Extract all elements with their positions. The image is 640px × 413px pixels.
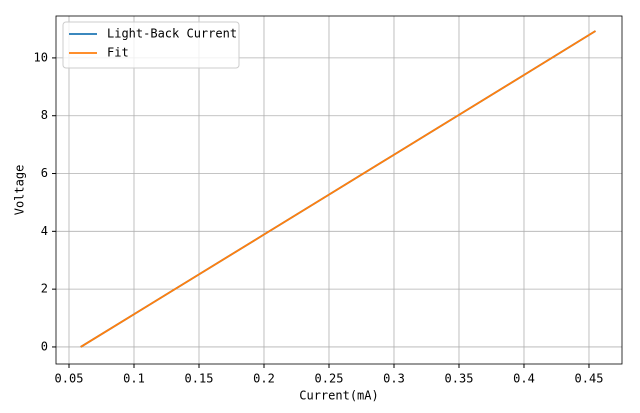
x-tick-label: 0.4	[513, 372, 535, 386]
legend-label: Fit	[107, 46, 129, 60]
legend-box	[62, 21, 240, 69]
line-series	[80, 30, 596, 348]
y-tick-label: 0	[41, 339, 48, 353]
x-tick-label: 0.05	[55, 372, 84, 386]
x-tick-label: 0.35	[445, 372, 474, 386]
x-tick-label: 0.45	[575, 372, 604, 386]
y-tick-label: 6	[41, 166, 48, 180]
y-tick-label: 2	[41, 282, 48, 296]
y-axis-label: Voltage	[13, 165, 27, 216]
y-tick-label: 8	[41, 108, 48, 122]
x-tick-label: 0.25	[315, 372, 344, 386]
y-tick-label: 10	[34, 50, 48, 64]
plot-frame	[55, 15, 623, 365]
x-tick-label: 0.15	[185, 372, 214, 386]
y-tick-label: 4	[41, 224, 48, 238]
legend-label: Light-Back Current	[107, 27, 237, 41]
x-tick-label: 0.2	[253, 372, 275, 386]
x-tick-label: 0.1	[123, 372, 145, 386]
x-tick-label: 0.3	[383, 372, 405, 386]
x-axis-label: Current(mA)	[299, 389, 378, 403]
